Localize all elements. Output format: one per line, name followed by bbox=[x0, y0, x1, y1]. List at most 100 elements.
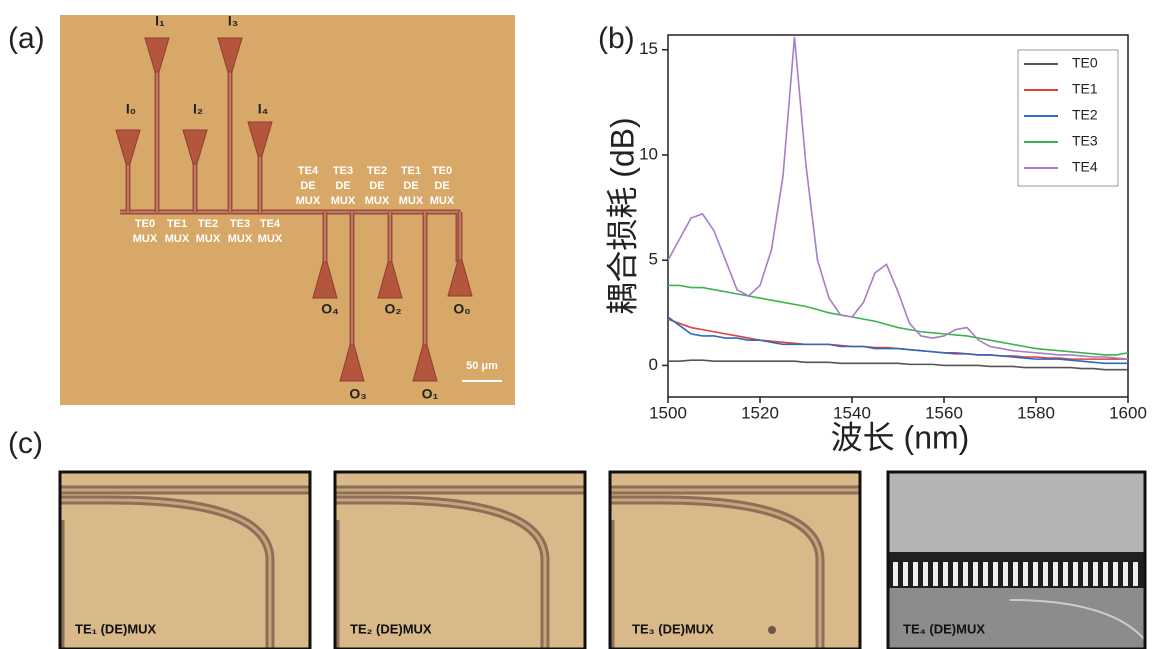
taper bbox=[247, 121, 273, 157]
demux-label: MUX bbox=[365, 195, 390, 207]
grating-tooth bbox=[1073, 562, 1078, 586]
demux-label: TE1 bbox=[401, 165, 421, 177]
output-label: O₁ bbox=[422, 386, 439, 402]
demux-label: DE bbox=[300, 180, 315, 192]
mux-label: MUX bbox=[196, 233, 221, 245]
y-axis-label: 耦合损耗 (dB) bbox=[604, 117, 640, 314]
y-tick-label: 10 bbox=[639, 144, 658, 163]
grating-tooth bbox=[1123, 562, 1128, 586]
input-label: I₂ bbox=[193, 101, 203, 117]
x-tick-label: 1560 bbox=[925, 403, 963, 422]
input-label: I₄ bbox=[258, 101, 269, 117]
mux-label: TE3 bbox=[230, 218, 250, 230]
demux-label: DE bbox=[403, 180, 418, 192]
x-tick-label: 1580 bbox=[1017, 403, 1055, 422]
grating-tooth bbox=[1013, 562, 1018, 586]
demux-label: DE bbox=[434, 180, 449, 192]
mux-label: MUX bbox=[258, 233, 283, 245]
grating-tooth bbox=[903, 562, 908, 586]
grating-tooth bbox=[993, 562, 998, 586]
mux-label: TE2 bbox=[198, 218, 218, 230]
grating-tooth bbox=[1023, 562, 1028, 586]
demux-label: DE bbox=[335, 180, 350, 192]
taper bbox=[182, 129, 208, 165]
grating-tooth bbox=[923, 562, 928, 586]
demux-label: MUX bbox=[430, 195, 455, 207]
grating-tooth bbox=[973, 562, 978, 586]
panel-label: (c) bbox=[8, 427, 43, 460]
taper bbox=[447, 259, 473, 297]
series-line bbox=[668, 359, 1128, 371]
plot-frame bbox=[667, 34, 1129, 398]
mux-label: TE1 bbox=[167, 218, 187, 230]
image-tile bbox=[335, 472, 585, 649]
legend-label: TE2 bbox=[1072, 107, 1098, 123]
image-tile bbox=[610, 472, 860, 649]
mux-label: TE0 bbox=[135, 218, 155, 230]
grating-tooth bbox=[893, 562, 898, 586]
caption: TE₄ (DE)MUX bbox=[903, 621, 985, 636]
input-label: I₃ bbox=[228, 13, 238, 29]
legend-label: TE3 bbox=[1072, 133, 1098, 149]
grating-tooth bbox=[983, 562, 988, 586]
mux-label: MUX bbox=[165, 233, 190, 245]
image-border bbox=[608, 470, 862, 649]
caption: TE₂ (DE)MUX bbox=[350, 621, 432, 636]
x-tick-label: 1540 bbox=[833, 403, 871, 422]
taper bbox=[412, 344, 438, 382]
grating-tooth bbox=[1083, 562, 1088, 586]
taper bbox=[339, 344, 365, 382]
caption: TE₃ (DE)MUX bbox=[632, 621, 714, 636]
x-axis-label: 波长 (nm) bbox=[831, 419, 970, 455]
output-label: O₀ bbox=[453, 301, 470, 317]
grating-tooth bbox=[933, 562, 938, 586]
legend-label: TE1 bbox=[1072, 81, 1098, 97]
mux-label: MUX bbox=[133, 233, 158, 245]
demux-label: MUX bbox=[399, 195, 424, 207]
grating-tooth bbox=[913, 562, 918, 586]
microscope-image: I₀ I₁ I₂ I₃ I₄ O₀ O₁ O₂ O₃ O₄ TE0 MUX TE1 MUX TE2 MUX TE… bbox=[60, 13, 515, 405]
scale-bar-label: 50 μm bbox=[466, 360, 498, 372]
demux-label: TE3 bbox=[333, 165, 353, 177]
grating-tooth bbox=[1043, 562, 1048, 586]
grating-tooth bbox=[1033, 562, 1038, 586]
image-border bbox=[886, 470, 1147, 649]
output-label: O₃ bbox=[349, 386, 366, 402]
caption: TE₁ (DE)MUX bbox=[75, 621, 157, 636]
demux-label: TE2 bbox=[367, 165, 387, 177]
y-tick-label: 0 bbox=[649, 355, 658, 374]
input-label: I₀ bbox=[126, 101, 136, 117]
mux-label: MUX bbox=[228, 233, 253, 245]
output-label: O₂ bbox=[384, 301, 401, 317]
demux-label: MUX bbox=[331, 195, 356, 207]
series-line bbox=[668, 318, 1128, 360]
taper bbox=[144, 37, 170, 73]
taper bbox=[377, 261, 403, 299]
demux-label: TE4 bbox=[298, 165, 319, 177]
taper bbox=[312, 261, 338, 299]
grating-tooth bbox=[1113, 562, 1118, 586]
x-tick-label: 1600 bbox=[1109, 403, 1147, 422]
taper bbox=[115, 129, 141, 165]
legend-label: TE0 bbox=[1072, 55, 1098, 71]
demux-label: DE bbox=[369, 180, 384, 192]
demux-label: MUX bbox=[296, 195, 321, 207]
y-tick-label: 15 bbox=[639, 39, 658, 58]
x-tick-label: 1520 bbox=[741, 403, 779, 422]
legend-box bbox=[1017, 49, 1119, 187]
mux-label: TE4 bbox=[260, 218, 281, 230]
y-tick-label: 5 bbox=[649, 250, 658, 269]
grating-tooth bbox=[1093, 562, 1098, 586]
panel-label: (b) bbox=[598, 22, 635, 55]
grating-tooth bbox=[1053, 562, 1058, 586]
image-border bbox=[333, 470, 587, 649]
legend-label: TE4 bbox=[1072, 159, 1098, 175]
image-tile bbox=[888, 472, 1145, 649]
input-label: I₁ bbox=[155, 13, 165, 29]
taper bbox=[217, 37, 243, 73]
grating-tooth bbox=[1003, 562, 1008, 586]
series-line bbox=[668, 37, 1128, 360]
image-tile bbox=[60, 472, 310, 649]
grating-tooth bbox=[943, 562, 948, 586]
